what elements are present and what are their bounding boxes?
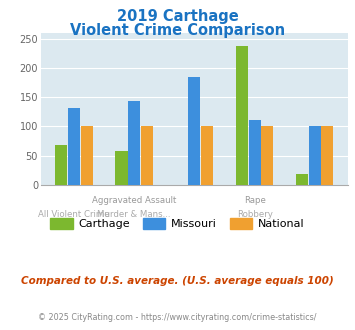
Text: 2019 Carthage: 2019 Carthage bbox=[117, 9, 238, 24]
Bar bbox=[141, 126, 153, 185]
Text: Murder & Mans...: Murder & Mans... bbox=[97, 210, 171, 218]
Text: All Violent Crime: All Violent Crime bbox=[38, 210, 110, 218]
Bar bbox=[201, 126, 213, 185]
Bar bbox=[296, 174, 308, 185]
Bar bbox=[248, 120, 261, 185]
Bar bbox=[128, 101, 140, 185]
Bar bbox=[68, 108, 80, 185]
Bar bbox=[321, 126, 333, 185]
Text: Violent Crime Comparison: Violent Crime Comparison bbox=[70, 23, 285, 38]
Bar bbox=[309, 126, 321, 185]
Bar bbox=[189, 77, 200, 185]
Text: Compared to U.S. average. (U.S. average equals 100): Compared to U.S. average. (U.S. average … bbox=[21, 276, 334, 285]
Text: Aggravated Assault: Aggravated Assault bbox=[92, 196, 176, 205]
Bar bbox=[236, 47, 248, 185]
Text: Rape: Rape bbox=[244, 196, 266, 205]
Bar bbox=[55, 145, 67, 185]
Text: Robbery: Robbery bbox=[237, 210, 273, 218]
Bar bbox=[81, 126, 93, 185]
Legend: Carthage, Missouri, National: Carthage, Missouri, National bbox=[46, 214, 309, 234]
Text: © 2025 CityRating.com - https://www.cityrating.com/crime-statistics/: © 2025 CityRating.com - https://www.city… bbox=[38, 314, 317, 322]
Bar bbox=[115, 151, 127, 185]
Bar bbox=[261, 126, 273, 185]
